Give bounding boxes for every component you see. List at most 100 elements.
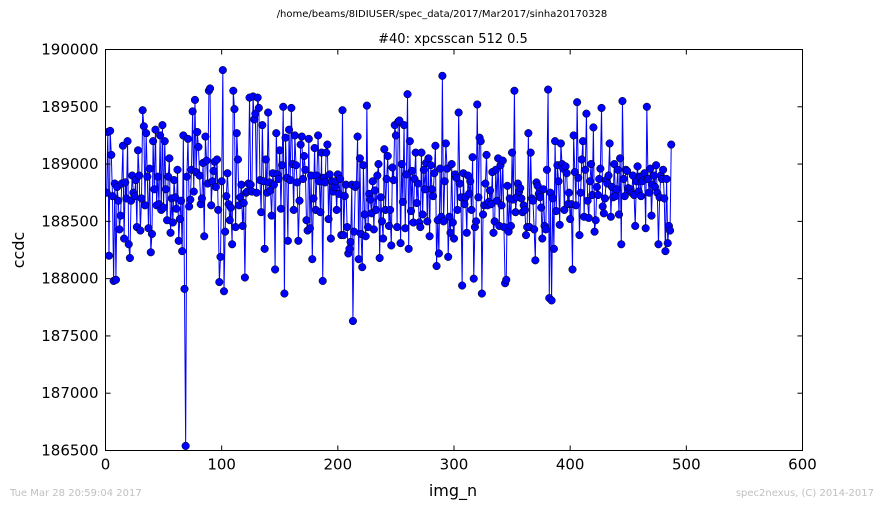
data-point bbox=[188, 107, 197, 116]
data-point bbox=[524, 129, 533, 138]
data-point bbox=[322, 148, 331, 157]
data-point bbox=[583, 196, 592, 205]
data-point bbox=[340, 192, 349, 201]
data-point bbox=[447, 160, 456, 169]
data-point bbox=[217, 177, 226, 186]
y-tick-label: 188000 bbox=[41, 270, 98, 288]
data-point bbox=[338, 106, 347, 115]
data-point bbox=[441, 139, 450, 148]
data-point bbox=[642, 102, 651, 111]
data-point bbox=[373, 171, 382, 180]
data-point bbox=[121, 178, 130, 187]
data-point bbox=[413, 179, 423, 188]
data-point bbox=[528, 196, 538, 205]
data-point bbox=[406, 207, 416, 216]
data-point bbox=[194, 142, 203, 151]
x-tick-label: 100 bbox=[207, 456, 236, 474]
data-point bbox=[666, 226, 675, 235]
data-point bbox=[302, 216, 311, 225]
data-point bbox=[393, 223, 402, 232]
data-point bbox=[544, 85, 553, 94]
data-point bbox=[309, 194, 318, 203]
data-point bbox=[355, 154, 364, 163]
data-point bbox=[151, 125, 160, 134]
data-point bbox=[408, 166, 417, 175]
data-point bbox=[193, 127, 202, 137]
data-point bbox=[264, 108, 273, 117]
data-point bbox=[115, 225, 124, 234]
data-point bbox=[276, 204, 285, 213]
data-point bbox=[283, 236, 292, 245]
data-point bbox=[296, 140, 305, 149]
data-point bbox=[222, 192, 231, 201]
data-point bbox=[384, 221, 394, 230]
data-point bbox=[200, 232, 209, 241]
data-point bbox=[617, 240, 626, 249]
data-point bbox=[180, 284, 189, 294]
data-point bbox=[420, 185, 430, 194]
data-point bbox=[620, 192, 629, 201]
y-tick-label: 189000 bbox=[41, 155, 98, 173]
data-point bbox=[374, 160, 383, 169]
data-point bbox=[372, 205, 381, 214]
data-point bbox=[176, 196, 186, 205]
data-point bbox=[225, 216, 234, 225]
series-line bbox=[106, 70, 672, 446]
data-point bbox=[258, 121, 267, 130]
data-point bbox=[645, 188, 654, 197]
data-point bbox=[346, 237, 355, 247]
data-point bbox=[133, 146, 143, 155]
data-point bbox=[412, 198, 421, 208]
data-point bbox=[589, 123, 598, 132]
x-tick-label: 600 bbox=[788, 456, 817, 474]
data-point bbox=[189, 187, 198, 196]
data-point bbox=[106, 126, 115, 135]
data-point bbox=[396, 239, 405, 248]
data-point bbox=[590, 227, 599, 236]
data-point bbox=[667, 140, 676, 149]
data-point bbox=[284, 125, 294, 134]
data-point bbox=[577, 155, 586, 164]
data-point bbox=[482, 150, 491, 159]
data-point bbox=[636, 192, 646, 201]
data-point bbox=[279, 102, 288, 111]
data-point bbox=[348, 316, 357, 326]
y-axis-label: ccdc bbox=[9, 232, 28, 269]
data-point bbox=[318, 276, 327, 285]
data-point bbox=[477, 289, 486, 298]
data-point bbox=[261, 155, 270, 164]
data-point bbox=[427, 185, 436, 194]
data-point bbox=[181, 441, 190, 450]
data-point bbox=[641, 224, 650, 233]
data-point bbox=[521, 231, 531, 240]
data-point bbox=[239, 198, 248, 208]
data-point bbox=[568, 265, 577, 274]
data-point bbox=[606, 212, 615, 221]
data-point bbox=[252, 188, 261, 197]
data-point bbox=[552, 207, 561, 216]
data-point bbox=[350, 227, 359, 236]
data-point bbox=[434, 249, 443, 258]
data-point bbox=[538, 234, 547, 243]
data-point bbox=[178, 247, 187, 256]
data-point bbox=[584, 213, 593, 222]
data-point bbox=[209, 166, 218, 175]
x-tick-label: 400 bbox=[556, 456, 585, 474]
data-point bbox=[369, 225, 378, 234]
data-point bbox=[240, 273, 249, 282]
data-point bbox=[530, 225, 539, 234]
data-point bbox=[387, 241, 396, 250]
data-point bbox=[226, 203, 236, 212]
data-point bbox=[460, 200, 469, 209]
data-point bbox=[612, 185, 621, 194]
data-point bbox=[325, 170, 334, 179]
data-point bbox=[212, 155, 222, 164]
data-point bbox=[474, 193, 483, 202]
x-tick-label: 200 bbox=[324, 456, 353, 474]
data-point bbox=[652, 161, 661, 170]
data-point bbox=[300, 152, 309, 161]
data-point bbox=[182, 172, 191, 181]
data-point bbox=[468, 153, 477, 162]
data-point bbox=[105, 251, 114, 260]
data-point bbox=[404, 244, 413, 253]
